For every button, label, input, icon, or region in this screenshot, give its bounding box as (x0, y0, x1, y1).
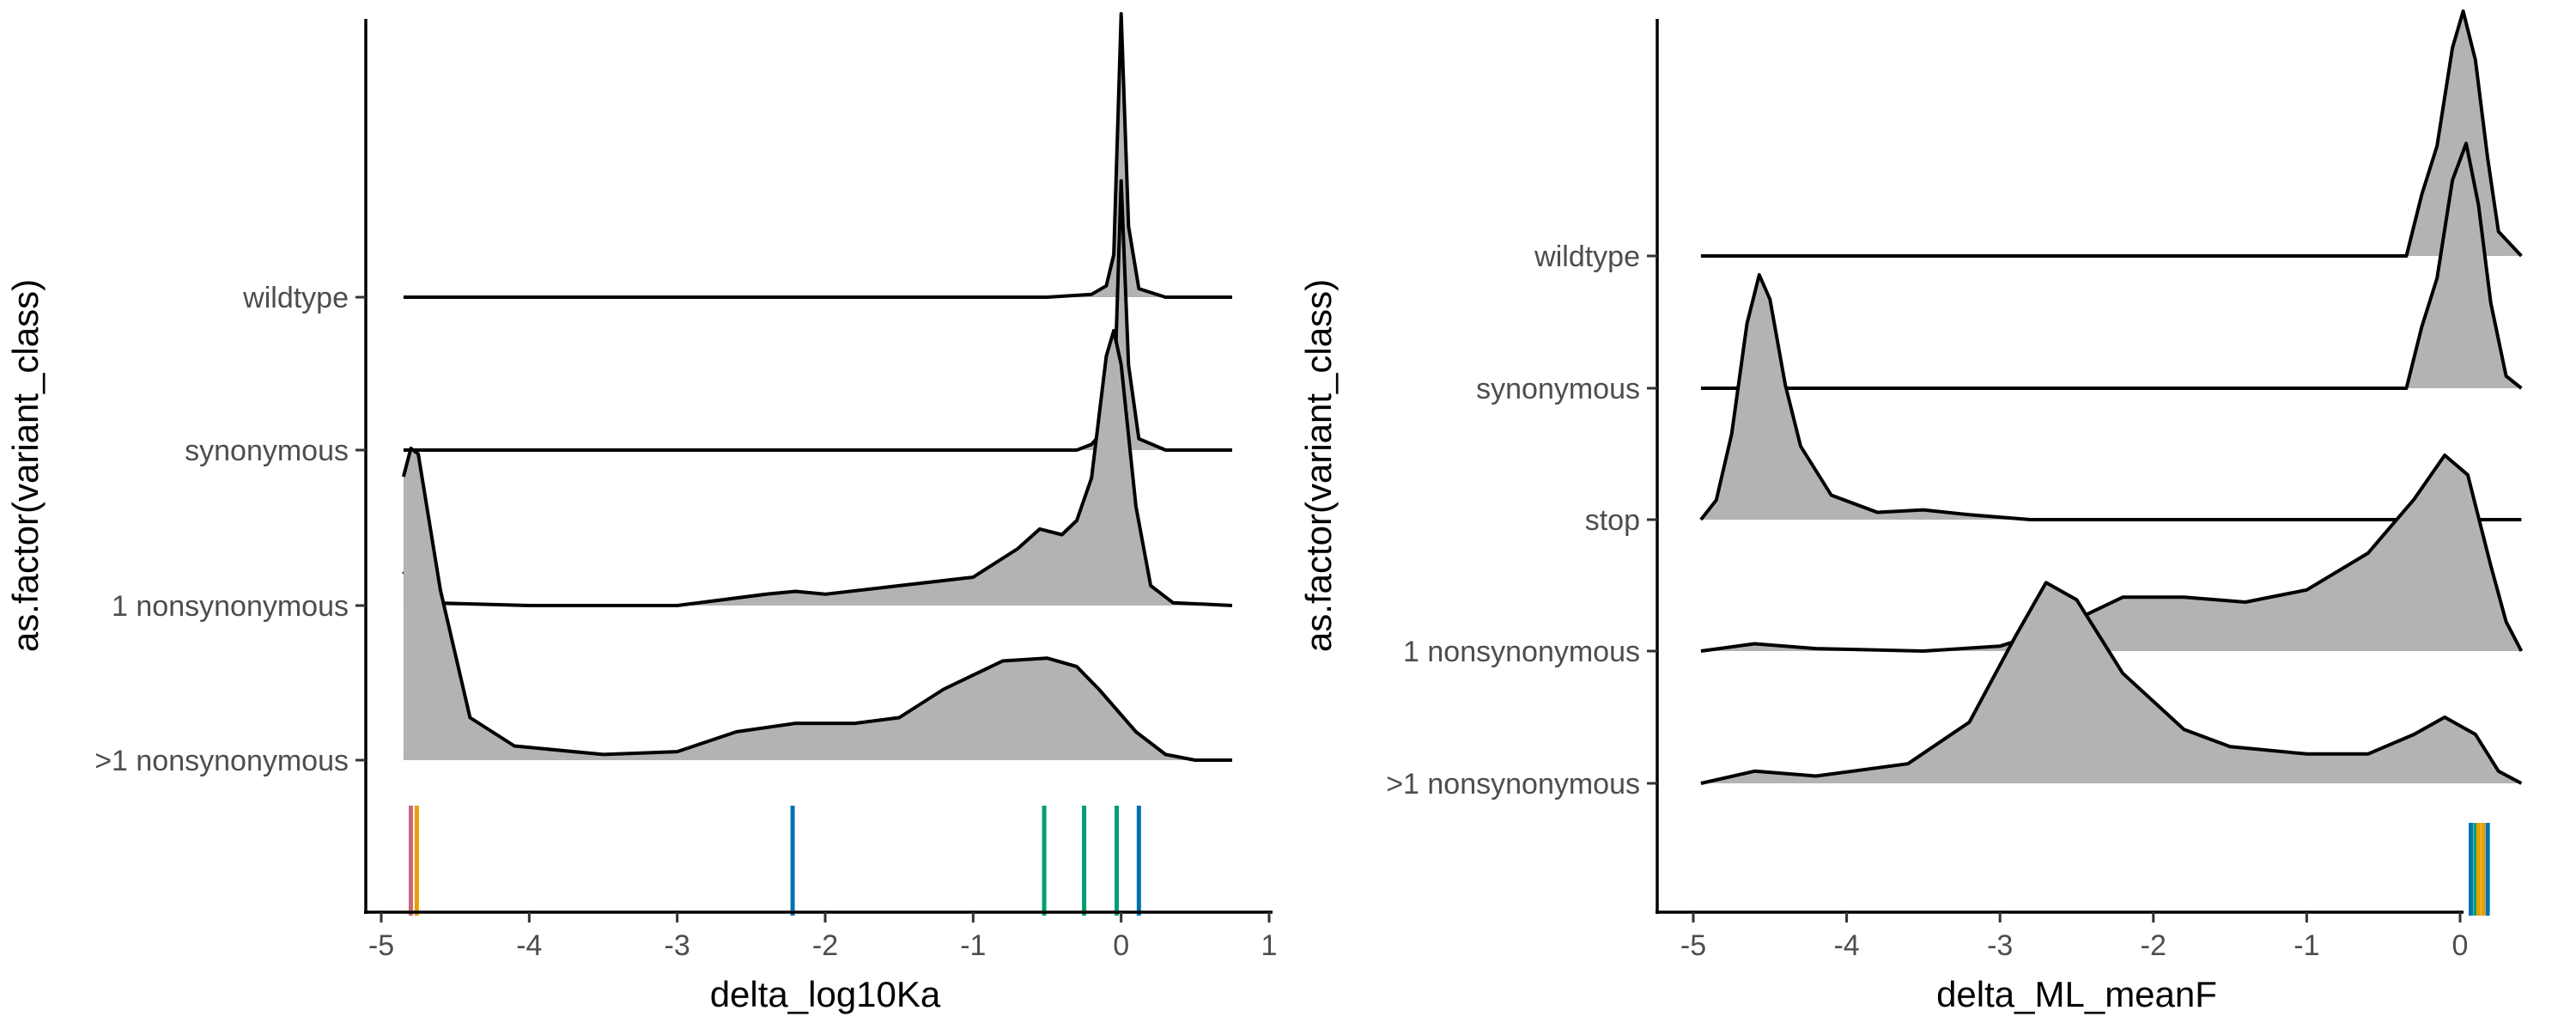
ridge-wildtype (403, 12, 1232, 299)
y-tick-label-1-nonsynonymous: 1 nonsynonymous (112, 590, 349, 623)
x-axis-title: delta_ML_meanF (1936, 974, 2217, 1014)
y-axis-title: as.factor(variant_class) (5, 279, 46, 652)
panel-2: -5 -4 -3 -2 -1 0 wildtype synonymous stop 1 nonsy… (1298, 9, 2524, 1014)
ridge-gt1-nonsynonymous (401, 447, 1232, 762)
x-tick-label: -5 (368, 929, 394, 962)
ridge-fill-wildtype (1700, 11, 2522, 256)
ridge-line-1-nonsynonymous (402, 328, 1232, 607)
panel-1: -5 -4 -3 -2 -1 0 1 wildtype synonymous 1 nonsynon… (5, 12, 1278, 1014)
x-tick-label: -2 (2141, 929, 2166, 962)
ridge-line-synonymous (403, 179, 1232, 452)
y-tick-label-stop: stop (1585, 504, 1640, 537)
y-tick-label-wildtype: wildtype (1534, 240, 1640, 273)
x-tick-label: -1 (960, 929, 986, 962)
y-axis-title: as.factor(variant_class) (1298, 279, 1339, 652)
ridge-synonymous (1700, 142, 2523, 390)
ridge-wildtype (1700, 9, 2523, 258)
x-axis-title: delta_log10Ka (710, 974, 941, 1014)
ridge-line-stop (1699, 273, 2522, 521)
ridge-line-gt1-nonsynonymous (401, 447, 1232, 762)
ridge-1-nonsynonymous (1700, 454, 2524, 653)
y-tick-label-wildtype: wildtype (242, 282, 349, 314)
ridge-fill-stop (1700, 275, 2522, 520)
ridge-fill-wildtype (403, 14, 1232, 297)
ridge-fill-1-nonsynonymous (1700, 455, 2522, 651)
ridge-fill-gt1-nonsynonymous (403, 448, 1232, 760)
x-tick-label: -4 (1833, 929, 1859, 962)
ridge-line-wildtype (1700, 9, 2523, 258)
x-tick-label: -3 (665, 929, 690, 962)
x-tick-label: -5 (1680, 929, 1706, 962)
x-tick-label: -4 (516, 929, 542, 962)
ridge-fill-gt1-nonsynonymous (1700, 582, 2522, 783)
ridge-1-nonsynonymous (402, 328, 1232, 607)
x-tick-label: 0 (1113, 929, 1129, 962)
ridge-line-gt1-nonsynonymous (1700, 581, 2523, 785)
ridge-synonymous (403, 179, 1232, 452)
ridge-fill-synonymous (1700, 143, 2522, 388)
y-tick-label-1-nonsynonymous: 1 nonsynonymous (1403, 636, 1640, 668)
x-tick-label: 0 (2452, 929, 2469, 962)
ridge-line-wildtype (403, 12, 1232, 299)
ridge-fill-1-nonsynonymous (403, 330, 1232, 606)
ridge-stop (1699, 273, 2522, 521)
y-tick-label-gt1-nonsynonymous: >1 nonsynonymous (1386, 768, 1640, 801)
ridge-line-synonymous (1700, 142, 2523, 390)
ridge-line-1-nonsynonymous (1700, 454, 2524, 653)
ridge-gt1-nonsynonymous (1700, 581, 2523, 785)
x-tick-label: -3 (1987, 929, 2013, 962)
x-tick-label: -1 (2293, 929, 2319, 962)
x-tick-label: -2 (812, 929, 838, 962)
y-tick-label-gt1-nonsynonymous: >1 nonsynonymous (94, 745, 349, 777)
y-tick-label-synonymous: synonymous (1476, 373, 1640, 405)
y-tick-label-synonymous: synonymous (185, 435, 349, 467)
x-tick-label: 1 (1261, 929, 1278, 962)
